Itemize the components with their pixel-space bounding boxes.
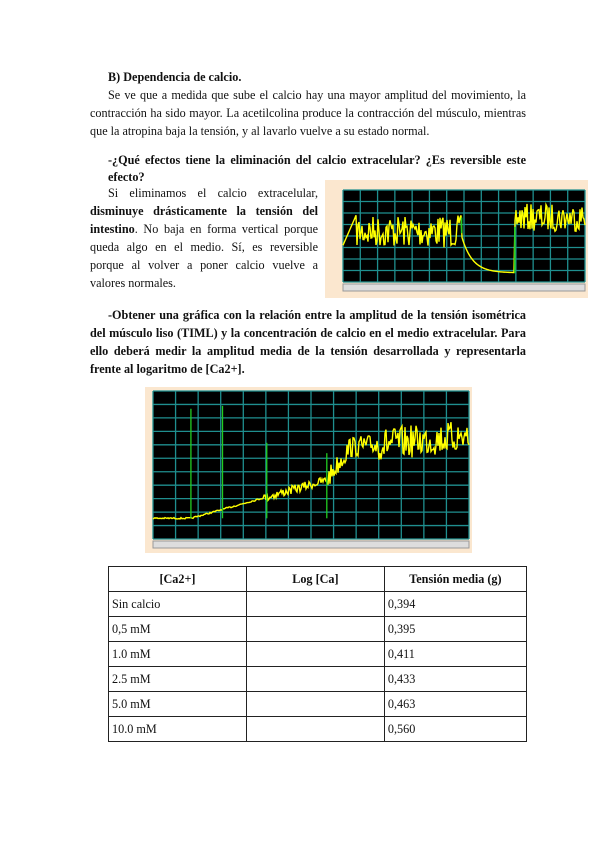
cell-tension: 0,463 <box>383 691 528 717</box>
cell-concentration: 2.5 mM <box>108 666 247 692</box>
trace <box>152 422 470 520</box>
answer-rest: . No baja en forma vertical porque queda… <box>90 222 318 290</box>
table-header-row: [Ca2+] Log [Ca] Tensión media (g) <box>108 566 528 592</box>
table-row: 10.0 mM 0,560 <box>108 716 528 742</box>
recording-chart-2 <box>152 390 470 549</box>
trace <box>342 201 586 274</box>
cell-tension: 0,433 <box>383 666 528 692</box>
cell-tension: 0,394 <box>383 591 528 617</box>
cell-log <box>245 641 385 667</box>
scrollbar <box>152 540 470 549</box>
cell-concentration: 5.0 mM <box>108 691 247 717</box>
table-row: 0,5 mM 0,395 <box>108 616 528 642</box>
cell-tension: 0,560 <box>383 716 528 742</box>
calcium-removal-recording-image <box>325 180 588 298</box>
cell-concentration: 10.0 mM <box>108 716 247 742</box>
section-b-heading: B) Dependencia de calcio. <box>108 70 242 84</box>
table-row: Sin calcio 0,394 <box>108 591 528 617</box>
table-row: 2.5 mM 0,433 <box>108 666 528 692</box>
cell-concentration: Sin calcio <box>108 591 247 617</box>
cell-log <box>245 591 385 617</box>
cell-log <box>245 666 385 692</box>
answer-intro: Si eliminamos el calcio extracelular, <box>108 186 318 200</box>
table-row: 1.0 mM 0,411 <box>108 641 528 667</box>
cell-tension: 0,395 <box>383 616 528 642</box>
section-b-paragraph: Se ve que a medida que sube el calcio ha… <box>90 88 526 138</box>
cell-concentration: 1.0 mM <box>108 641 247 667</box>
recording-chart-1 <box>342 189 586 292</box>
table-row: 5.0 mM 0,463 <box>108 691 528 717</box>
calcium-concentration-recording-image <box>145 387 472 553</box>
cell-log <box>245 616 385 642</box>
cell-log <box>245 716 385 742</box>
header-ca: [Ca2+] <box>108 566 247 592</box>
cell-log <box>245 691 385 717</box>
header-log-ca: Log [Ca] <box>245 566 385 592</box>
question-1: -¿Qué efectos tiene la eliminación del c… <box>108 153 526 184</box>
calcium-tension-table: [Ca2+] Log [Ca] Tensión media (g) Sin ca… <box>108 566 528 742</box>
header-tension: Tensión media (g) <box>383 566 528 592</box>
question-2: -Obtener una gráfica con la relación ent… <box>90 308 526 376</box>
question-1-answer: Si eliminamos el calcio extracelular, di… <box>90 184 318 292</box>
answer-bold: disminuye drásticamente la tensión del i… <box>90 204 318 236</box>
cell-concentration: 0,5 mM <box>108 616 247 642</box>
scrollbar <box>342 283 586 292</box>
cell-tension: 0,411 <box>383 641 528 667</box>
